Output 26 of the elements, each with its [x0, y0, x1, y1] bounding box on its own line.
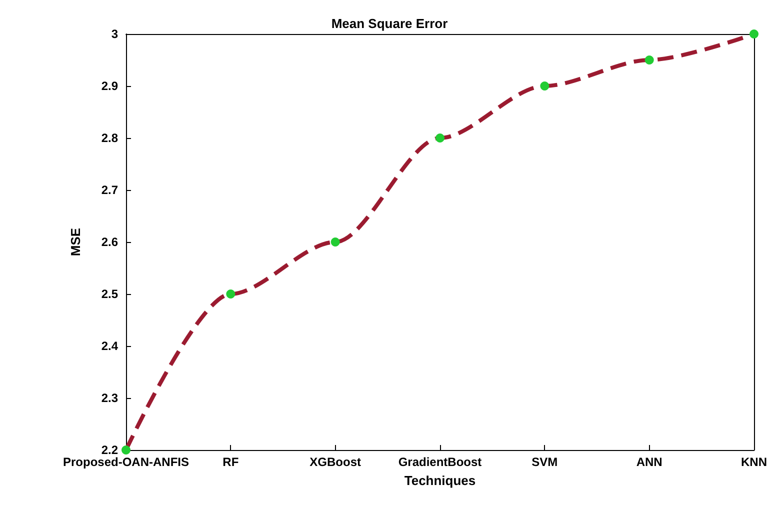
- y-tick-label: 3: [111, 27, 118, 41]
- x-tick-label: ANN: [636, 455, 662, 469]
- x-tick-label: XGBoost: [310, 455, 362, 469]
- y-tick-label: 2.7: [101, 183, 118, 197]
- x-axis-title: Techniques: [404, 473, 476, 488]
- x-tick-label: SVM: [532, 455, 558, 469]
- point: [436, 134, 444, 142]
- point: [122, 446, 130, 454]
- x-tick-label: GradientBoost: [398, 455, 482, 469]
- y-axis-title: MSE: [68, 228, 83, 256]
- x-tick-label: KNN: [741, 455, 767, 469]
- x-tick-label: Proposed-OAN-ANFIS: [63, 455, 189, 469]
- point: [540, 82, 550, 90]
- y-tick-label: 2.4: [101, 339, 118, 353]
- chart-title: Mean Square Error: [331, 16, 448, 31]
- y-tick-label: 2.5: [101, 287, 118, 301]
- point: [644, 56, 654, 64]
- point: [330, 238, 340, 246]
- point: [750, 30, 758, 38]
- x-tick-label: RF: [222, 455, 239, 469]
- point: [226, 290, 236, 298]
- y-tick-label: 2.3: [101, 391, 118, 405]
- y-tick-label: 2.2: [101, 443, 118, 457]
- y-tick-label: 2.8: [101, 131, 118, 145]
- y-tick-label: 2.6: [101, 235, 118, 249]
- y-tick-label: 2.9: [101, 79, 118, 93]
